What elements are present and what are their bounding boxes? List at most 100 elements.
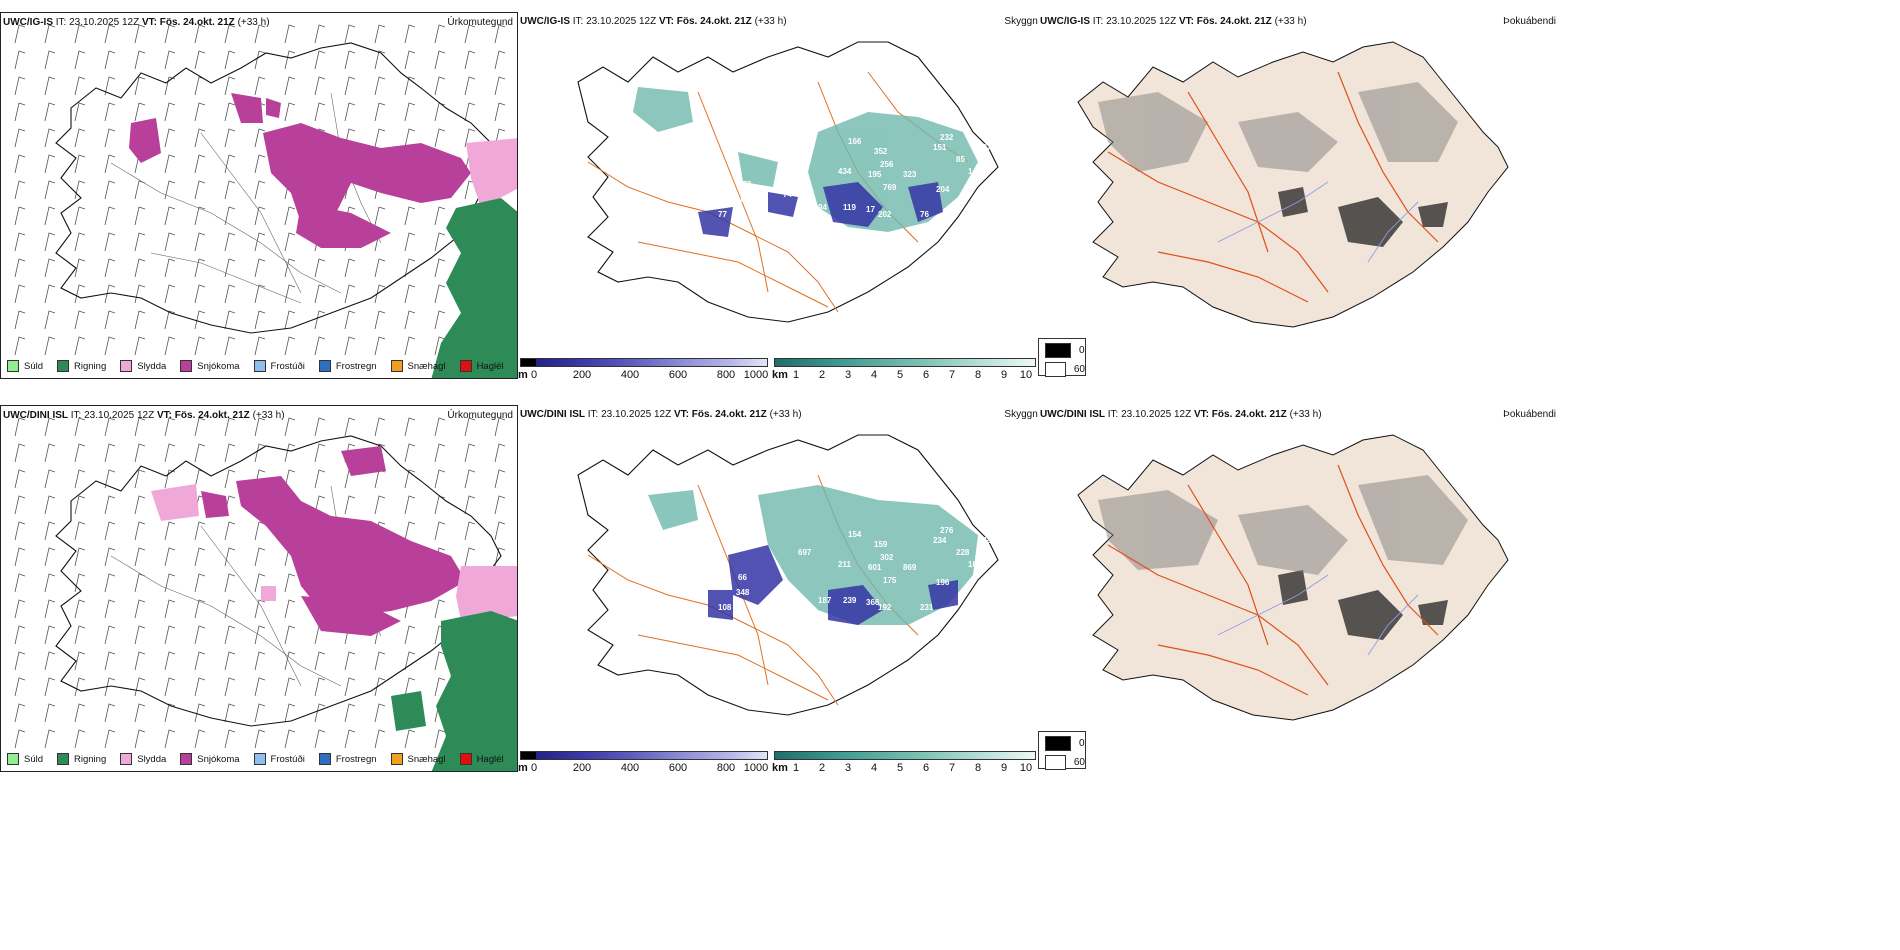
wind-barb <box>434 417 446 437</box>
wind-barb <box>104 180 116 200</box>
cloud-header-row1: UWC/IG-IS IT: 23.10.2025 12Z VT: Fös. 24… <box>520 16 787 27</box>
wind-barb <box>44 128 56 148</box>
wind-barb <box>434 206 446 226</box>
wind-barb <box>194 154 206 174</box>
cloud-base-height-label: 143 <box>968 167 982 176</box>
wind-barb <box>44 232 56 252</box>
wind-barb <box>374 206 386 226</box>
wind-barb <box>314 258 326 278</box>
wind-barb <box>194 547 206 567</box>
cloud-base-height-label: 74 <box>783 190 792 199</box>
visibility-colorbar-row1: km 1 2 3 4 5 6 7 8 9 10 <box>772 358 1036 379</box>
wind-barb <box>134 417 146 437</box>
legend-item-snaehagl: Snæhagl <box>390 753 446 765</box>
wind-barb <box>44 729 56 749</box>
wind-barb <box>284 206 296 226</box>
cloud-base-height-label: 366 <box>866 598 880 607</box>
wind-barb <box>494 443 506 463</box>
wind-barb <box>14 625 26 645</box>
wind-barb <box>44 495 56 515</box>
rivers <box>1217 574 1419 656</box>
cloud-base-height-label: 192 <box>878 603 892 612</box>
wind-barb <box>224 128 236 148</box>
wind-barb <box>164 258 176 278</box>
cloud-base-height-label: 107 <box>978 143 992 152</box>
wind-barb <box>164 729 176 749</box>
wind-barb <box>254 50 266 70</box>
wind-barb <box>284 232 296 252</box>
legend-swatch <box>57 360 70 372</box>
wind-barb <box>194 443 206 463</box>
wind-barb <box>404 102 416 122</box>
wind-barb <box>224 258 236 278</box>
visibility-tick: 8 <box>974 369 982 379</box>
legend-item-snjokoma: Snjókoma <box>180 753 240 765</box>
wind-barb <box>194 284 206 304</box>
cloud-visibility-map-row1: 185 83 173 106 77 74 94 119 166 77 352 256 434 195 323… <box>577 41 999 323</box>
wind-barb <box>164 310 176 330</box>
legend-item-hagel: Haglél <box>459 360 504 372</box>
snow-areas <box>129 93 471 248</box>
wind-barb <box>344 50 356 70</box>
wind-barb <box>464 128 476 148</box>
wind-barb <box>494 24 506 44</box>
wind-barb <box>74 102 86 122</box>
wind-barb <box>404 310 416 330</box>
wind-barb <box>104 625 116 645</box>
wind-barb <box>314 677 326 697</box>
wind-barb <box>224 625 236 645</box>
wind-barb <box>104 258 116 278</box>
wind-barb <box>104 417 116 437</box>
wind-barb <box>194 102 206 122</box>
wind-barb <box>434 284 446 304</box>
wind-barb <box>254 443 266 463</box>
cloud-base-height-label: 159 <box>874 540 888 549</box>
wind-barb <box>14 24 26 44</box>
legend-swatch <box>180 753 193 765</box>
legend-swatch <box>318 360 331 372</box>
wind-barb <box>224 417 236 437</box>
wind-barb <box>134 443 146 463</box>
wind-barb <box>374 729 386 749</box>
wind-barb <box>314 336 326 356</box>
cloud-base-gradient <box>520 358 768 367</box>
wind-barb <box>44 310 56 330</box>
wind-barb <box>14 284 26 304</box>
cloud-base-height-label: 202 <box>878 210 892 219</box>
rain-areas <box>391 611 517 771</box>
cloud-base-height-label: 109 <box>648 546 662 555</box>
wind-barb <box>314 651 326 671</box>
wind-barb <box>44 50 56 70</box>
wind-barb <box>224 677 236 697</box>
fog-map-row1 <box>1077 41 1509 328</box>
legend-item-sild: Súld <box>7 753 43 765</box>
wind-barb <box>164 336 176 356</box>
cloud-base-height-label: 85 <box>956 155 965 164</box>
wind-barb <box>314 24 326 44</box>
legend-item-frostregn: Frostregn <box>318 360 377 372</box>
wind-barb <box>194 573 206 593</box>
wind-barb <box>14 336 26 356</box>
legend-item-sild: Súld <box>7 360 43 372</box>
precip-title-row1: Úrkomutegund <box>447 17 513 28</box>
rain-areas <box>431 198 517 378</box>
wind-barb <box>284 50 296 70</box>
cloud-base-areas <box>708 545 958 625</box>
wind-barb <box>74 76 86 96</box>
visibility-gradient <box>774 751 1036 760</box>
wind-barb <box>44 76 56 96</box>
wind-barb <box>494 495 506 515</box>
cloud-base-height-label: 17 <box>866 205 875 214</box>
wind-barb <box>434 469 446 489</box>
wind-barb <box>134 180 146 200</box>
wind-barb <box>134 24 146 44</box>
wind-barb <box>374 651 386 671</box>
wind-barb <box>104 102 116 122</box>
cloud-base-tick: 800 <box>716 762 736 772</box>
wind-barb <box>44 625 56 645</box>
fog-swatch-white <box>1045 362 1066 377</box>
precip-title-row2: Úrkomutegund <box>447 410 513 421</box>
wind-barb <box>434 336 446 356</box>
legend-swatch <box>253 753 266 765</box>
cloud-base-colorbar-row2: m 0 200 400 600 800 1000 <box>518 751 770 772</box>
